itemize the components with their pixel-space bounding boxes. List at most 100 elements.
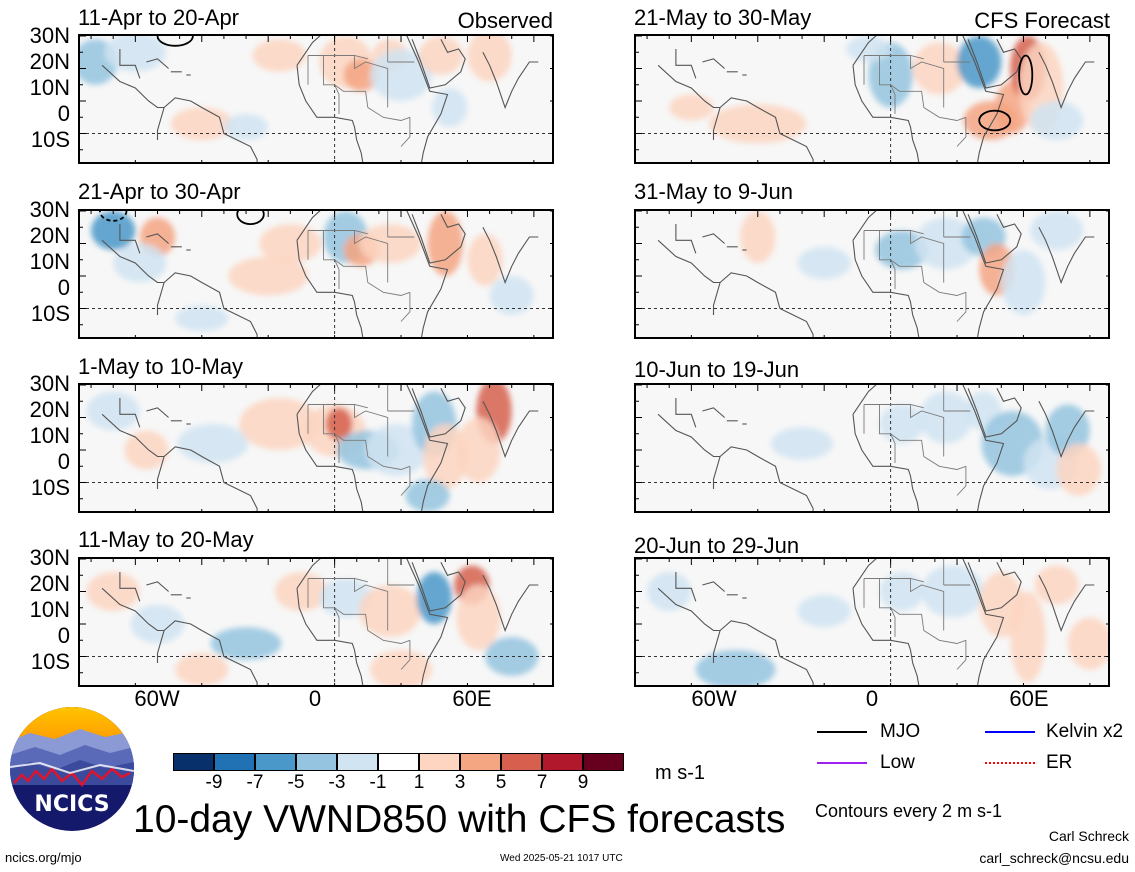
country-border (334, 259, 340, 289)
anomaly-shading (370, 49, 432, 101)
coastline (675, 224, 697, 254)
lat-tick-0-r4: 0 (57, 623, 70, 648)
country-border (323, 55, 369, 108)
coastline (296, 588, 364, 685)
lon-tick-0-right: 0 (865, 686, 879, 711)
anomaly-shading (963, 101, 1017, 140)
anomaly-shading (467, 36, 512, 82)
lat-tick-20n-r1: 20N (29, 49, 70, 74)
lat-tick-30n-r4: 30N (29, 545, 70, 570)
anomaly-shading (1067, 617, 1108, 670)
anomaly-shading (669, 94, 714, 121)
legend-label-mjo: MJO (880, 721, 921, 742)
country-border (864, 55, 924, 60)
lat-tick-10n-r4: 10N (29, 597, 70, 622)
coastline (101, 64, 165, 109)
colorbar-swatch (460, 753, 501, 771)
coastline (146, 407, 169, 418)
coastline (675, 49, 697, 79)
country-border (890, 607, 896, 637)
panel-title-obs-3: 1-May to 10-May (78, 354, 244, 379)
colorbar-swatch (255, 753, 296, 771)
country-border (910, 230, 945, 283)
anomaly-shading (86, 391, 140, 431)
coastline (146, 581, 169, 592)
lat-tick-20n-r3: 20N (29, 397, 70, 422)
map-panel-obs-3 (78, 383, 554, 513)
lat-tick-10n-r1: 10N (29, 75, 70, 100)
anomaly-shading (1030, 101, 1084, 140)
coastline (411, 388, 466, 438)
map-panel-fc-4-svg (636, 559, 1108, 685)
anomaly-shading (879, 572, 924, 611)
coastline (657, 64, 721, 109)
lat-tick-0-r1: 0 (57, 101, 70, 126)
lat-tick-30n-r2: 30N (29, 197, 70, 222)
panel-title-fc-4: 20-Jun to 29-Jun (634, 533, 800, 558)
coastline (852, 414, 920, 511)
units-label: m s-1 (655, 762, 705, 784)
colorbar-tick-label: -5 (287, 772, 305, 793)
anomaly-shading (359, 224, 421, 263)
anomaly-shading (210, 627, 282, 660)
coastline (146, 58, 169, 69)
coastline (482, 227, 539, 285)
lat-tick-10s-r4: 10S (30, 649, 70, 674)
map-panel-obs-4-svg (80, 559, 552, 685)
country-border (910, 404, 945, 457)
map-panel-obs-1 (78, 34, 554, 164)
anomaly-shading (695, 650, 776, 685)
country-border (308, 404, 368, 409)
coastline (852, 36, 877, 66)
anomaly-shading (709, 104, 807, 144)
anomaly-shading (405, 479, 450, 511)
ncics-logo: NCICS (10, 707, 134, 831)
country-border (334, 84, 340, 114)
colorbar-tick-label: 7 (536, 772, 548, 793)
anomaly-shading (957, 36, 1002, 88)
anomaly-shading (370, 650, 432, 685)
coastline (702, 233, 725, 244)
country-border (400, 292, 411, 322)
anomaly-shading (343, 58, 379, 92)
coastline (852, 559, 877, 589)
anomaly-shading (1056, 443, 1101, 496)
lat-tick-30n-r3: 30N (29, 371, 70, 396)
author-name: Carl Schreck (1048, 828, 1129, 844)
country-border (879, 578, 925, 631)
ncics-logo-text: NCICS (34, 792, 109, 817)
coastline (712, 97, 814, 162)
anomaly-shading (846, 36, 891, 62)
lat-tick-20n-r2: 20N (29, 223, 70, 248)
map-panel-fc-2 (634, 209, 1110, 339)
main-title: 10-day VWND850 with CFS forecasts (133, 798, 786, 841)
coastline (296, 559, 321, 589)
country-border (923, 107, 967, 121)
anomaly-shading (113, 243, 167, 283)
lat-tick-10n-r3: 10N (29, 423, 70, 448)
coastline (119, 572, 141, 602)
lat-tick-10s-r3: 10S (30, 475, 70, 500)
country-border (890, 433, 896, 463)
contour-note: Contours every 2 m s-1 (815, 801, 1003, 821)
map-panel-fc-3-svg (636, 385, 1108, 511)
coastline (962, 385, 1005, 511)
anomaly-shading (1034, 565, 1079, 605)
coastline (712, 620, 814, 685)
lat-tick-0-r2: 0 (57, 275, 70, 300)
coastline (657, 587, 721, 632)
country-border (879, 55, 925, 108)
coastline (406, 385, 449, 511)
anomaly-shading (647, 572, 692, 611)
map-panel-fc-3 (634, 383, 1110, 513)
country-border (923, 630, 967, 644)
country-border (400, 117, 411, 147)
colorbar-tick-label: -7 (246, 772, 264, 793)
colorbar-swatch (583, 753, 624, 771)
legend-label-low: Low (880, 752, 915, 773)
cfs-forecast-label: CFS Forecast (974, 8, 1110, 33)
anomaly-shading (485, 637, 539, 676)
footer-url[interactable]: ncics.org/mjo (5, 850, 82, 865)
mjo-contour (1018, 54, 1034, 96)
country-border (308, 55, 368, 60)
